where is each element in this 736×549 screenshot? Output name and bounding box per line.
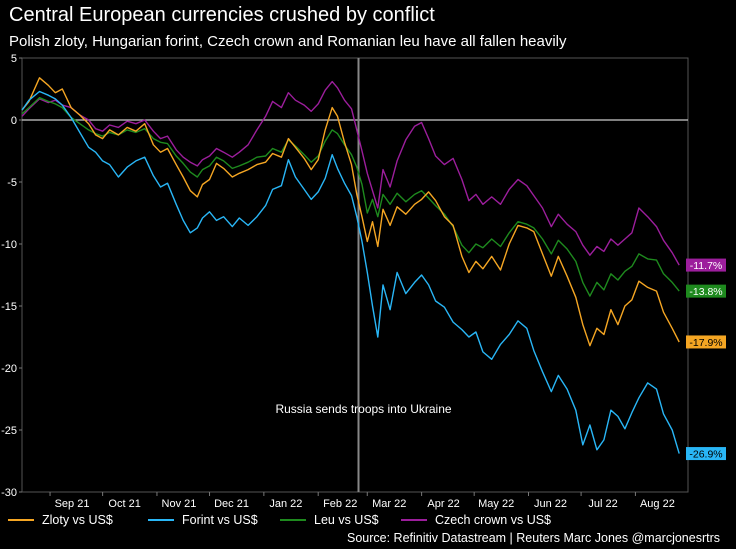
series-line-zloty bbox=[21, 77, 680, 347]
annotation-label: Russia sends troops into Ukraine bbox=[275, 402, 451, 416]
legend: Zloty vs US$ Forint vs US$ Leu vs US$ Cz… bbox=[8, 513, 608, 531]
end-label-crown: -11.7% bbox=[690, 260, 723, 272]
legend-label-crown: Czech crown vs US$ bbox=[435, 513, 552, 527]
x-tick-label: Jan 22 bbox=[269, 498, 302, 510]
x-tick-label: Jun 22 bbox=[534, 498, 567, 510]
end-label-box-zloty bbox=[686, 335, 726, 349]
legend-item-zloty: Zloty vs US$ bbox=[8, 513, 113, 527]
y-tick-label: -20 bbox=[1, 363, 17, 375]
y-tick-label: -5 bbox=[7, 177, 17, 189]
x-tick-label: Jul 22 bbox=[588, 498, 617, 510]
source-note: Source: Refinitiv Datastream | Reuters M… bbox=[347, 531, 720, 545]
x-tick-label: Dec 21 bbox=[214, 498, 249, 510]
series-line-leu bbox=[21, 97, 680, 297]
end-label-box-forint bbox=[686, 447, 726, 461]
end-label-box-crown bbox=[686, 258, 726, 272]
x-tick-label: Apr 22 bbox=[427, 498, 459, 510]
legend-swatch-leu bbox=[280, 519, 306, 521]
legend-swatch-forint bbox=[148, 519, 174, 521]
x-tick-label: Sep 21 bbox=[55, 498, 90, 510]
x-tick-label: Oct 21 bbox=[108, 498, 140, 510]
chart-title: Central European currencies crushed by c… bbox=[9, 4, 435, 26]
legend-item-leu: Leu vs US$ bbox=[280, 513, 379, 527]
end-label-zloty: -17.9% bbox=[689, 337, 722, 349]
y-tick-label: -10 bbox=[1, 239, 17, 251]
legend-swatch-zloty bbox=[8, 519, 34, 521]
y-tick-label: -25 bbox=[1, 425, 17, 437]
series-line-forint bbox=[21, 90, 680, 454]
legend-item-crown: Czech crown vs US$ bbox=[401, 513, 551, 527]
x-tick-label: Nov 21 bbox=[162, 498, 197, 510]
x-tick-label: Mar 22 bbox=[372, 498, 406, 510]
legend-swatch-crown bbox=[401, 519, 427, 521]
end-label-forint: -26.9% bbox=[689, 449, 722, 461]
series-line-crown bbox=[21, 80, 680, 266]
y-tick-label: -15 bbox=[1, 301, 17, 313]
x-tick-label: Feb 22 bbox=[323, 498, 357, 510]
end-label-box-leu bbox=[686, 284, 726, 298]
y-tick-label: 5 bbox=[11, 53, 17, 65]
chart-subtitle: Polish zloty, Hungarian forint, Czech cr… bbox=[9, 33, 567, 50]
y-tick-label: -30 bbox=[1, 487, 17, 499]
legend-label-forint: Forint vs US$ bbox=[182, 513, 258, 527]
legend-label-zloty: Zloty vs US$ bbox=[42, 513, 113, 527]
x-tick-label: May 22 bbox=[478, 498, 514, 510]
legend-item-forint: Forint vs US$ bbox=[148, 513, 258, 527]
end-label-leu: -13.8% bbox=[689, 286, 722, 298]
legend-label-leu: Leu vs US$ bbox=[314, 513, 379, 527]
y-tick-label: 0 bbox=[11, 115, 17, 127]
x-tick-label: Aug 22 bbox=[640, 498, 675, 510]
